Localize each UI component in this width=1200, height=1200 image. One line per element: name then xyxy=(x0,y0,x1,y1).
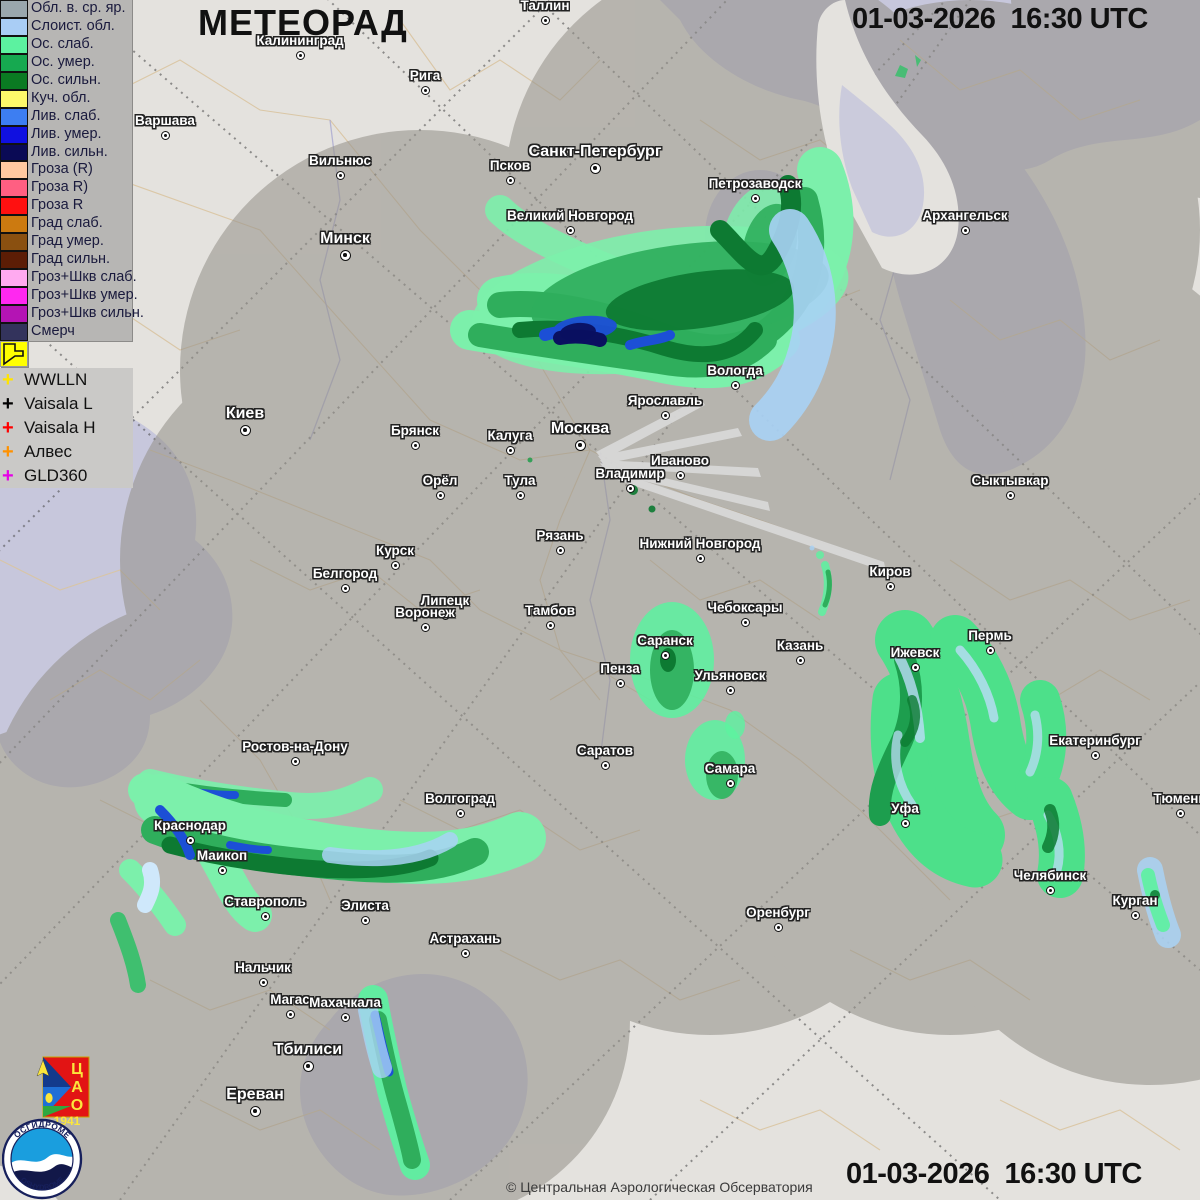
svg-text:А: А xyxy=(71,1079,83,1096)
svg-text:+: + xyxy=(2,393,14,415)
svg-text:Ц: Ц xyxy=(71,1061,83,1078)
svg-text:+: + xyxy=(2,441,14,463)
svg-text:+: + xyxy=(2,465,14,487)
svg-text:+: + xyxy=(2,369,14,391)
svg-text:О: О xyxy=(71,1097,83,1114)
svg-text:+: + xyxy=(2,417,14,439)
